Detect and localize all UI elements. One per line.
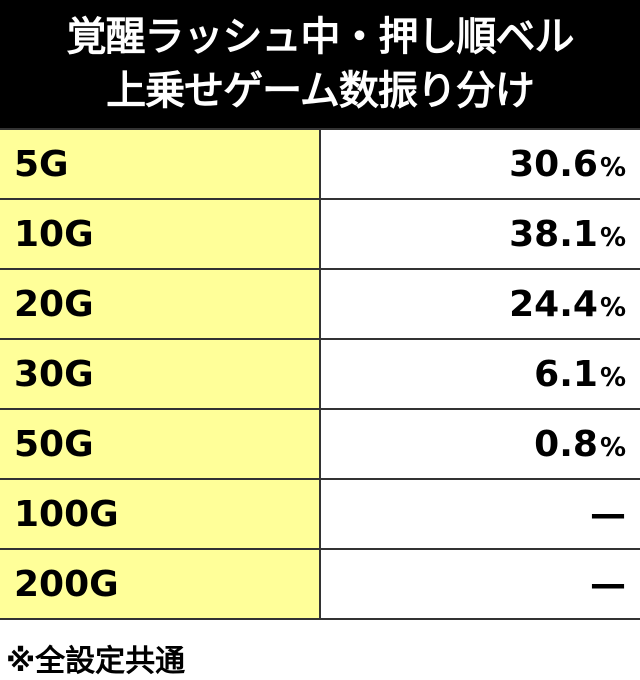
probability-value: — [590, 493, 626, 535]
probability-value: 24.4 [509, 283, 598, 325]
probability-cell: — [319, 478, 640, 550]
game-count: 200G [0, 548, 321, 620]
probability-value: 30.6 [509, 143, 598, 185]
table-row: 100G — [0, 478, 640, 550]
title-line: 覚醒ラッシュ中・押し順ベル [66, 14, 575, 60]
probability-unit: % [599, 152, 626, 183]
probability-value: — [590, 563, 626, 605]
probability-cell: 6.1% [319, 338, 640, 410]
probability-unit: % [599, 292, 626, 323]
probability-value: 0.8 [534, 423, 598, 465]
probability-value: 6.1 [534, 353, 598, 395]
footer-note: ※全設定共通 [6, 644, 186, 679]
table-row: 30G 6.1% [0, 338, 640, 410]
probability-unit: % [599, 432, 626, 463]
probability-unit: % [599, 222, 626, 253]
game-count: 50G [0, 408, 321, 480]
probability-cell: 24.4% [319, 268, 640, 340]
probability-cell: — [319, 548, 640, 620]
header: 覚醒ラッシュ中・押し順ベル 上乗せゲーム数振り分け [0, 0, 640, 128]
table-row: 20G 24.4% [0, 268, 640, 340]
title-line: 上乗せゲーム数振り分け [106, 68, 535, 114]
game-count: 100G [0, 478, 321, 550]
table: 5G 30.6% 10G 38.1% 20G 24.4% 30G 6.1% 50G 0.8% 100… [0, 128, 640, 620]
table-row: 5G 30.6% [0, 128, 640, 200]
probability-value: 38.1 [509, 213, 598, 255]
table-row: 10G 38.1% [0, 198, 640, 270]
table-row: 50G 0.8% [0, 408, 640, 480]
game-count: 5G [0, 128, 321, 200]
game-count: 20G [0, 268, 321, 340]
probability-cell: 30.6% [319, 128, 640, 200]
game-count: 10G [0, 198, 321, 270]
probability-cell: 0.8% [319, 408, 640, 480]
probability-unit: % [599, 362, 626, 393]
probability-cell: 38.1% [319, 198, 640, 270]
game-count: 30G [0, 338, 321, 410]
table-row: 200G — [0, 548, 640, 620]
table-body: 5G 30.6% 10G 38.1% 20G 24.4% 30G 6.1% 50G 0.8% 100… [0, 128, 640, 620]
